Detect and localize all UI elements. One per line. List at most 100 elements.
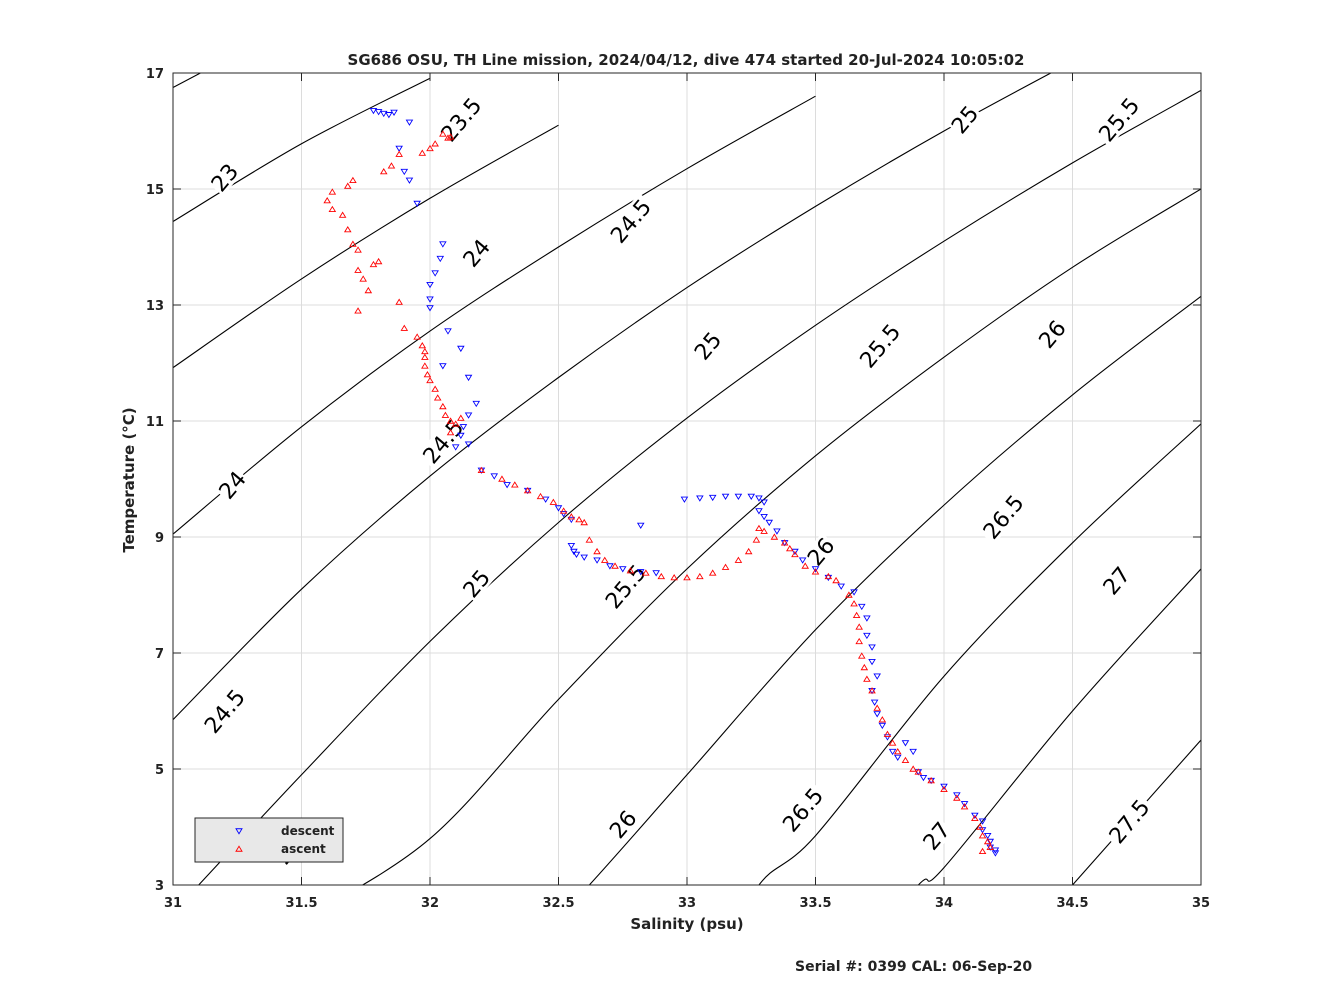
contour-line-25-5 <box>198 89 1201 885</box>
ascent-point <box>349 240 357 247</box>
contour-label-bg <box>198 683 251 739</box>
descent-point <box>374 109 383 116</box>
ascent-point <box>845 591 853 598</box>
contour-line-26 <box>361 188 1201 885</box>
descent-point <box>593 557 601 564</box>
legend-label-ascent: ascent <box>281 842 326 856</box>
ascent-point <box>696 572 704 580</box>
ascent-point <box>670 574 678 581</box>
ascent-point <box>387 162 396 169</box>
ascent-point <box>439 130 447 137</box>
contour-label-bg <box>689 327 726 365</box>
contour-label-bg <box>776 781 829 838</box>
descent-point <box>439 241 447 248</box>
legend-box <box>194 817 344 863</box>
ascent-point <box>400 324 409 331</box>
descent-point <box>773 528 781 535</box>
y-tick-label: 11 <box>146 415 164 430</box>
descent-point <box>385 112 393 119</box>
descent-point <box>451 444 460 451</box>
legend-label-descent: descent <box>281 824 335 838</box>
ascent-point <box>811 568 820 575</box>
ascent-point <box>421 362 429 369</box>
descent-point <box>503 482 511 489</box>
descent-point <box>919 775 928 782</box>
descent-point <box>978 827 987 834</box>
ascent-point <box>611 562 619 569</box>
ascent-point <box>431 385 439 392</box>
y-tick-label: 17 <box>146 67 164 82</box>
contour-line-23 <box>173 73 202 88</box>
ascent-point <box>626 567 635 574</box>
ascent-point <box>744 547 753 555</box>
ascent-point <box>418 149 427 156</box>
ascent-point <box>354 246 362 253</box>
descent-point <box>747 493 756 500</box>
contour-label-bg <box>458 234 495 272</box>
ascent-point <box>395 150 403 157</box>
descent-point <box>863 632 871 640</box>
ascent-point <box>927 777 935 784</box>
ascent-point <box>708 569 717 576</box>
contour-label-bg <box>946 100 983 138</box>
descent-point <box>395 145 403 152</box>
ascent-point <box>328 205 337 212</box>
descent-point <box>426 296 434 303</box>
ascent-point <box>379 168 388 175</box>
descent-point <box>431 270 439 277</box>
descent-point <box>652 570 660 577</box>
x-tick-label: 33 <box>678 896 696 911</box>
ascent-point <box>536 492 545 500</box>
ascent-point <box>418 342 427 349</box>
ascent-point <box>878 716 887 723</box>
ascent-point <box>971 814 979 821</box>
contour-line-24 <box>173 124 559 369</box>
contour-label-bg <box>1098 561 1135 600</box>
descent-point <box>765 519 774 527</box>
contour-label-bg <box>802 532 839 571</box>
ascent-point <box>364 286 373 294</box>
ascent-point <box>863 675 871 682</box>
contour-label-bg <box>435 91 487 148</box>
ascent-point <box>374 257 383 265</box>
descent-point <box>680 496 689 503</box>
descent-point <box>464 374 473 382</box>
contour-label-bg <box>918 817 955 855</box>
ascent-point <box>585 536 594 543</box>
ascent-point <box>498 475 506 482</box>
ascent-point <box>852 611 861 618</box>
ascent-point <box>855 637 863 645</box>
descent-point <box>457 345 465 353</box>
ascent-point <box>986 843 995 850</box>
y-tick-label: 9 <box>155 531 164 546</box>
descent-point <box>811 566 820 573</box>
ascent-point <box>860 663 869 671</box>
descent-point <box>824 574 833 582</box>
contour-label-bg <box>1092 91 1145 148</box>
contour-label-bg <box>206 158 243 196</box>
descent-point <box>960 801 969 808</box>
ascent-point <box>457 414 465 421</box>
ascent-point <box>770 533 779 540</box>
contour-label-bg <box>1103 793 1155 849</box>
ascent-point <box>791 550 799 558</box>
descent-point <box>457 432 465 440</box>
ascent-point <box>395 298 403 305</box>
descent-point <box>618 566 627 573</box>
ascent-point <box>549 498 558 505</box>
ascent-point <box>343 226 352 233</box>
ascent-point <box>760 527 768 534</box>
contour-label-bg <box>853 317 906 374</box>
x-tick-label: 34.5 <box>1056 896 1088 911</box>
descent-point <box>580 554 588 561</box>
ascent-point <box>446 417 455 424</box>
descent-point <box>734 493 743 500</box>
contour-label-bg <box>977 488 1029 545</box>
y-tick-label: 13 <box>146 299 164 314</box>
ascent-point <box>893 748 902 755</box>
x-tick-label: 32.5 <box>542 896 574 911</box>
descent-point <box>791 548 799 556</box>
x-tick-label: 35 <box>1192 896 1210 911</box>
x-tick-labels: 31 31.5 32 32.5 33 33.5 34 34.5 35 <box>164 896 1210 911</box>
descent-point <box>436 255 445 263</box>
